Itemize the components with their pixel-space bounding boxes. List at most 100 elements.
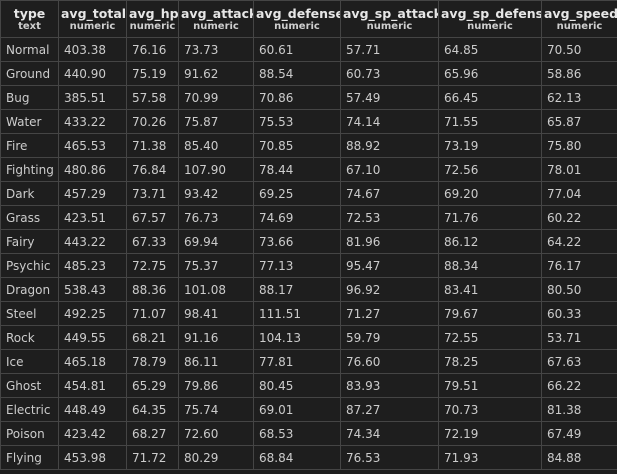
cell-avg-sp-attack[interactable]: 76.60 xyxy=(340,349,439,374)
cell-avg-total[interactable]: 480.86 xyxy=(58,157,127,182)
cell-type[interactable]: Normal xyxy=(0,37,59,62)
cell-avg-hp[interactable]: 78.79 xyxy=(126,349,179,374)
cell-avg-defense[interactable]: 73.66 xyxy=(253,229,341,254)
cell-avg-sp-attack[interactable]: 72.53 xyxy=(340,205,439,230)
cell-avg-attack[interactable]: 70.99 xyxy=(178,85,254,110)
cell-type[interactable]: Grass xyxy=(0,205,59,230)
cell-avg-sp-attack[interactable]: 74.14 xyxy=(340,109,439,134)
cell-type[interactable]: Electric xyxy=(0,397,59,422)
cell-avg-sp-defense[interactable]: 72.56 xyxy=(438,157,542,182)
cell-avg-sp-defense[interactable]: 83.41 xyxy=(438,277,542,302)
cell-avg-sp-attack[interactable]: 88.92 xyxy=(340,133,439,158)
cell-avg-sp-attack[interactable]: 83.93 xyxy=(340,373,439,398)
cell-avg-defense[interactable]: 88.54 xyxy=(253,61,341,86)
cell-avg-hp[interactable]: 70.26 xyxy=(126,109,179,134)
cell-type[interactable]: Rock xyxy=(0,325,59,350)
cell-type[interactable]: Poison xyxy=(0,421,59,446)
cell-avg-total[interactable]: 448.49 xyxy=(58,397,127,422)
header-avg-sp-attack[interactable]: avg_sp_attack numeric xyxy=(340,0,439,38)
cell-avg-total[interactable]: 453.98 xyxy=(58,445,127,470)
cell-avg-attack[interactable]: 86.11 xyxy=(178,349,254,374)
cell-avg-speed[interactable]: 78.01 xyxy=(541,157,617,182)
cell-avg-hp[interactable]: 88.36 xyxy=(126,277,179,302)
cell-avg-speed[interactable]: 53.71 xyxy=(541,325,617,350)
cell-avg-sp-attack[interactable]: 96.92 xyxy=(340,277,439,302)
cell-avg-total[interactable]: 457.29 xyxy=(58,181,127,206)
cell-avg-sp-defense[interactable]: 64.85 xyxy=(438,37,542,62)
cell-avg-sp-attack[interactable]: 71.27 xyxy=(340,301,439,326)
cell-avg-attack[interactable]: 80.29 xyxy=(178,445,254,470)
cell-avg-total[interactable]: 465.53 xyxy=(58,133,127,158)
cell-avg-total[interactable]: 385.51 xyxy=(58,85,127,110)
header-avg-defense[interactable]: avg_defense numeric xyxy=(253,0,341,38)
header-avg-sp-defense[interactable]: avg_sp_defense numeric xyxy=(438,0,542,38)
cell-avg-hp[interactable]: 72.75 xyxy=(126,253,179,278)
cell-avg-attack[interactable]: 75.87 xyxy=(178,109,254,134)
cell-avg-attack[interactable]: 98.41 xyxy=(178,301,254,326)
cell-avg-total[interactable]: 454.81 xyxy=(58,373,127,398)
cell-avg-attack[interactable]: 73.73 xyxy=(178,37,254,62)
cell-type[interactable]: Flying xyxy=(0,445,59,470)
cell-avg-attack[interactable]: 79.86 xyxy=(178,373,254,398)
cell-avg-speed[interactable]: 66.22 xyxy=(541,373,617,398)
cell-avg-defense[interactable]: 70.85 xyxy=(253,133,341,158)
cell-avg-sp-defense[interactable]: 88.34 xyxy=(438,253,542,278)
cell-avg-hp[interactable]: 71.07 xyxy=(126,301,179,326)
cell-avg-defense[interactable]: 68.84 xyxy=(253,445,341,470)
cell-avg-speed[interactable]: 64.22 xyxy=(541,229,617,254)
cell-avg-sp-defense[interactable]: 78.25 xyxy=(438,349,542,374)
cell-avg-total[interactable]: 538.43 xyxy=(58,277,127,302)
cell-avg-sp-defense[interactable]: 71.93 xyxy=(438,445,542,470)
cell-avg-total[interactable]: 423.42 xyxy=(58,421,127,446)
cell-avg-hp[interactable]: 71.72 xyxy=(126,445,179,470)
cell-avg-defense[interactable]: 74.69 xyxy=(253,205,341,230)
cell-avg-sp-defense[interactable]: 69.20 xyxy=(438,181,542,206)
cell-avg-defense[interactable]: 68.53 xyxy=(253,421,341,446)
cell-avg-sp-defense[interactable]: 79.51 xyxy=(438,373,542,398)
cell-type[interactable]: Steel xyxy=(0,301,59,326)
cell-avg-sp-attack[interactable]: 87.27 xyxy=(340,397,439,422)
header-avg-attack[interactable]: avg_attack numeric xyxy=(178,0,254,38)
cell-avg-sp-defense[interactable]: 71.76 xyxy=(438,205,542,230)
cell-avg-sp-defense[interactable]: 86.12 xyxy=(438,229,542,254)
cell-avg-speed[interactable]: 65.87 xyxy=(541,109,617,134)
cell-avg-total[interactable]: 449.55 xyxy=(58,325,127,350)
cell-avg-speed[interactable]: 58.86 xyxy=(541,61,617,86)
cell-type[interactable]: Psychic xyxy=(0,253,59,278)
cell-avg-total[interactable]: 443.22 xyxy=(58,229,127,254)
cell-avg-hp[interactable]: 65.29 xyxy=(126,373,179,398)
cell-avg-sp-defense[interactable]: 71.55 xyxy=(438,109,542,134)
cell-avg-speed[interactable]: 76.17 xyxy=(541,253,617,278)
cell-avg-hp[interactable]: 68.27 xyxy=(126,421,179,446)
cell-avg-hp[interactable]: 76.84 xyxy=(126,157,179,182)
cell-avg-total[interactable]: 485.23 xyxy=(58,253,127,278)
cell-avg-defense[interactable]: 69.01 xyxy=(253,397,341,422)
cell-avg-total[interactable]: 492.25 xyxy=(58,301,127,326)
cell-avg-hp[interactable]: 67.57 xyxy=(126,205,179,230)
header-avg-total[interactable]: avg_total numeric xyxy=(58,0,127,38)
cell-type[interactable]: Ground xyxy=(0,61,59,86)
cell-avg-hp[interactable]: 68.21 xyxy=(126,325,179,350)
cell-avg-speed[interactable]: 77.04 xyxy=(541,181,617,206)
cell-avg-sp-defense[interactable]: 79.67 xyxy=(438,301,542,326)
cell-avg-speed[interactable]: 80.50 xyxy=(541,277,617,302)
cell-avg-speed[interactable]: 70.50 xyxy=(541,37,617,62)
cell-avg-hp[interactable]: 76.16 xyxy=(126,37,179,62)
cell-avg-speed[interactable]: 67.49 xyxy=(541,421,617,446)
cell-avg-sp-attack[interactable]: 76.53 xyxy=(340,445,439,470)
cell-avg-sp-attack[interactable]: 57.49 xyxy=(340,85,439,110)
cell-avg-sp-attack[interactable]: 57.71 xyxy=(340,37,439,62)
cell-avg-defense[interactable]: 88.17 xyxy=(253,277,341,302)
cell-type[interactable]: Dragon xyxy=(0,277,59,302)
cell-avg-attack[interactable]: 91.16 xyxy=(178,325,254,350)
cell-avg-speed[interactable]: 84.88 xyxy=(541,445,617,470)
cell-avg-defense[interactable]: 111.51 xyxy=(253,301,341,326)
cell-avg-defense[interactable]: 70.86 xyxy=(253,85,341,110)
cell-type[interactable]: Ghost xyxy=(0,373,59,398)
cell-avg-sp-attack[interactable]: 74.67 xyxy=(340,181,439,206)
cell-avg-hp[interactable]: 71.38 xyxy=(126,133,179,158)
cell-type[interactable]: Bug xyxy=(0,85,59,110)
cell-avg-total[interactable]: 423.51 xyxy=(58,205,127,230)
cell-avg-defense[interactable]: 60.61 xyxy=(253,37,341,62)
cell-avg-hp[interactable]: 64.35 xyxy=(126,397,179,422)
